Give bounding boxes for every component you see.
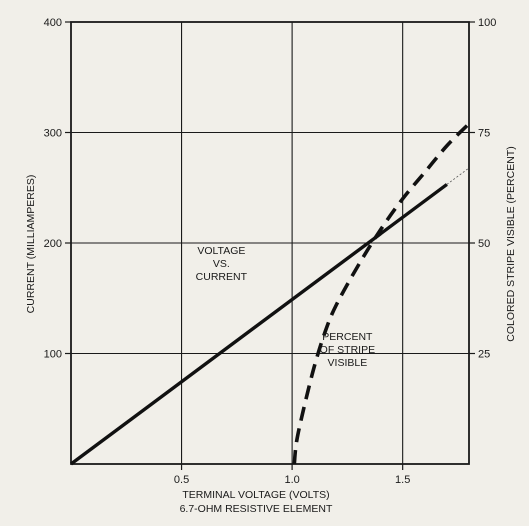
series-layer <box>69 122 471 466</box>
tick-labels: 0.5 1.0 1.5 100 200 300 400 25 50 75 100 <box>44 17 497 486</box>
annotations: VOLTAGE VS. CURRENT PERCENT OF STRIPE VISIBLE <box>196 245 375 369</box>
series-line-extension <box>446 167 470 185</box>
x-axis-title: TERMINAL VOLTAGE (VOLTS) <box>182 489 329 501</box>
x-tick-label-1.5: 1.5 <box>395 474 410 486</box>
annotation-line: OF STRIPE <box>320 344 375 356</box>
x-tick-label-1.0: 1.0 <box>284 474 299 486</box>
annotation-voltage-current: VOLTAGE VS. CURRENT <box>196 245 248 283</box>
x-axis-subtitle: 6.7-OHM RESISTIVE ELEMENT <box>180 503 333 515</box>
series-line-stripe-visible <box>292 122 471 465</box>
y-right-tick-label-100: 100 <box>478 17 496 29</box>
y-axis-right-title: COLORED STRIPE VISIBLE (PERCENT) <box>505 146 517 341</box>
axis-titles: TERMINAL VOLTAGE (VOLTS) 6.7-OHM RESISTI… <box>25 146 517 515</box>
y-right-tick-label-25: 25 <box>478 349 490 361</box>
annotation-line: VOLTAGE <box>197 245 245 257</box>
y-right-tick-label-75: 75 <box>478 128 490 140</box>
annotation-line: VS. <box>213 258 230 270</box>
annotation-line: PERCENT <box>322 331 373 343</box>
annotation-line: CURRENT <box>196 271 248 283</box>
y-left-tick-label-300: 300 <box>44 128 62 140</box>
y-left-tick-label-100: 100 <box>44 349 62 361</box>
y-axis-left-title: CURRENT (MILLIAMPERES) <box>25 175 37 314</box>
annotation-percent-stripe: PERCENT OF STRIPE VISIBLE <box>320 331 375 369</box>
series-line-voltage-current <box>69 183 448 466</box>
y-left-tick-label-400: 400 <box>44 17 62 29</box>
annotation-line: VISIBLE <box>328 357 368 369</box>
y-right-tick-label-50: 50 <box>478 238 490 250</box>
y-left-tick-label-200: 200 <box>44 238 62 250</box>
grid-layer <box>71 22 469 464</box>
x-tick-label-0.5: 0.5 <box>174 474 189 486</box>
